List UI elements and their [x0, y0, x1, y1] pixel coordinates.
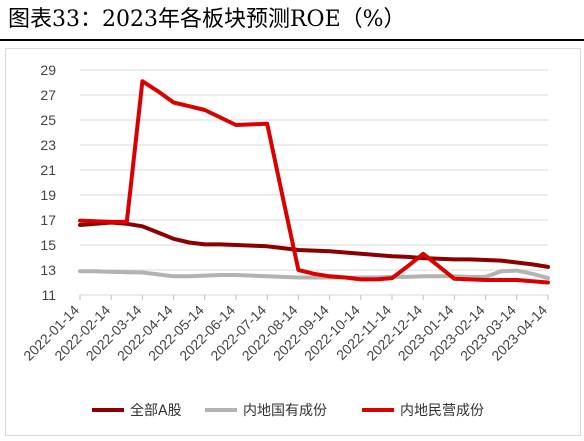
- legend-label: 内地国有成份: [243, 403, 327, 419]
- series-line-0: [78, 220, 550, 269]
- chart-frame: [5, 48, 581, 436]
- y-tick-label: 23: [40, 137, 56, 153]
- y-tick-label: 15: [40, 237, 56, 253]
- y-tick-labels: 11 13 15 17 19 21 23 25 27 29: [40, 62, 56, 303]
- legend-label: 内地民营成份: [400, 403, 484, 419]
- y-tick-label: 17: [40, 212, 56, 228]
- gridlines: [80, 69, 548, 296]
- series-line-1: [78, 268, 550, 281]
- title-rule: [0, 39, 584, 41]
- y-tick-label: 21: [40, 162, 56, 178]
- y-tick-label: 11: [41, 287, 56, 303]
- series-line-2: [78, 79, 550, 285]
- y-tick-label: 19: [40, 187, 56, 203]
- y-tick-label: 29: [40, 62, 56, 78]
- chart-title: 图表33：2023年各板块预测ROE（%）: [8, 7, 406, 32]
- y-tick-label: 13: [40, 262, 56, 278]
- legend-label: 全部A股: [130, 402, 182, 419]
- y-tick-label: 27: [40, 87, 56, 103]
- y-tick-label: 25: [40, 112, 56, 128]
- x-tick-labels: 2022-01-142022-02-142022-03-142022-04-14…: [20, 295, 550, 364]
- legend: 全部A股 内地国有成份 内地民营成份: [92, 402, 484, 419]
- series-lines: [78, 79, 550, 285]
